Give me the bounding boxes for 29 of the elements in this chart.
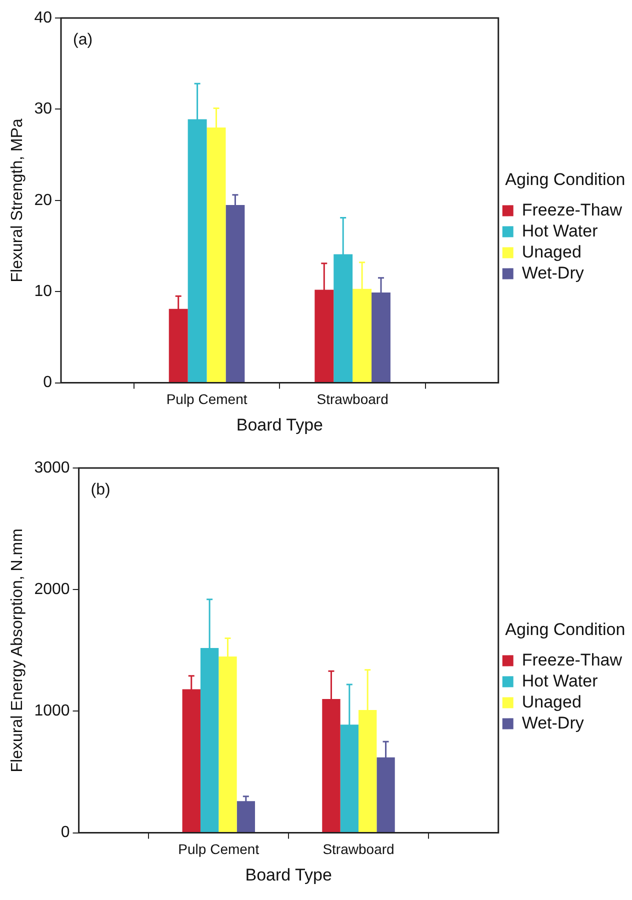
x-tick-label: Strawboard: [322, 841, 394, 858]
x-tick-label: Strawboard: [316, 391, 388, 408]
x-axis-title: Board Type: [245, 865, 332, 884]
y-axis-title: Flexural Energy Absorption, N.mm: [9, 528, 26, 772]
y-tick-label: 1000: [34, 702, 70, 720]
y-tick-label: 0: [60, 824, 70, 842]
legend-label: Unaged: [522, 692, 582, 712]
legend-label: Hot Water: [522, 221, 598, 240]
y-tick-label: 20: [34, 192, 52, 209]
y-tick-label: 2000: [34, 581, 70, 598]
x-axis-title: Board Type: [236, 415, 323, 434]
legend-label: Unaged: [522, 242, 582, 262]
legend-label: Wet-Dry: [522, 263, 584, 282]
legend-label: Freeze-Thaw: [522, 200, 623, 220]
legend-label: Wet-Dry: [522, 713, 584, 732]
y-tick-label: 10: [34, 283, 52, 300]
legend-title: Aging Condition: [505, 620, 626, 639]
y-tick-label: 30: [34, 100, 52, 118]
annotation: (a): [72, 31, 93, 48]
legend-title: Aging Condition: [505, 170, 626, 189]
x-tick-label: Pulp Cement: [178, 841, 260, 858]
legend-label: Hot Water: [522, 671, 598, 690]
annotation: (b): [90, 481, 110, 498]
y-tick-label: 3000: [34, 459, 70, 476]
y-axis-title: Flexural Strength, MPa: [9, 118, 26, 282]
x-tick-label: Pulp Cement: [166, 391, 248, 408]
legend-label: Freeze-Thaw: [522, 650, 623, 670]
y-tick-label: 40: [34, 9, 52, 26]
y-tick-label: 0: [43, 374, 52, 392]
